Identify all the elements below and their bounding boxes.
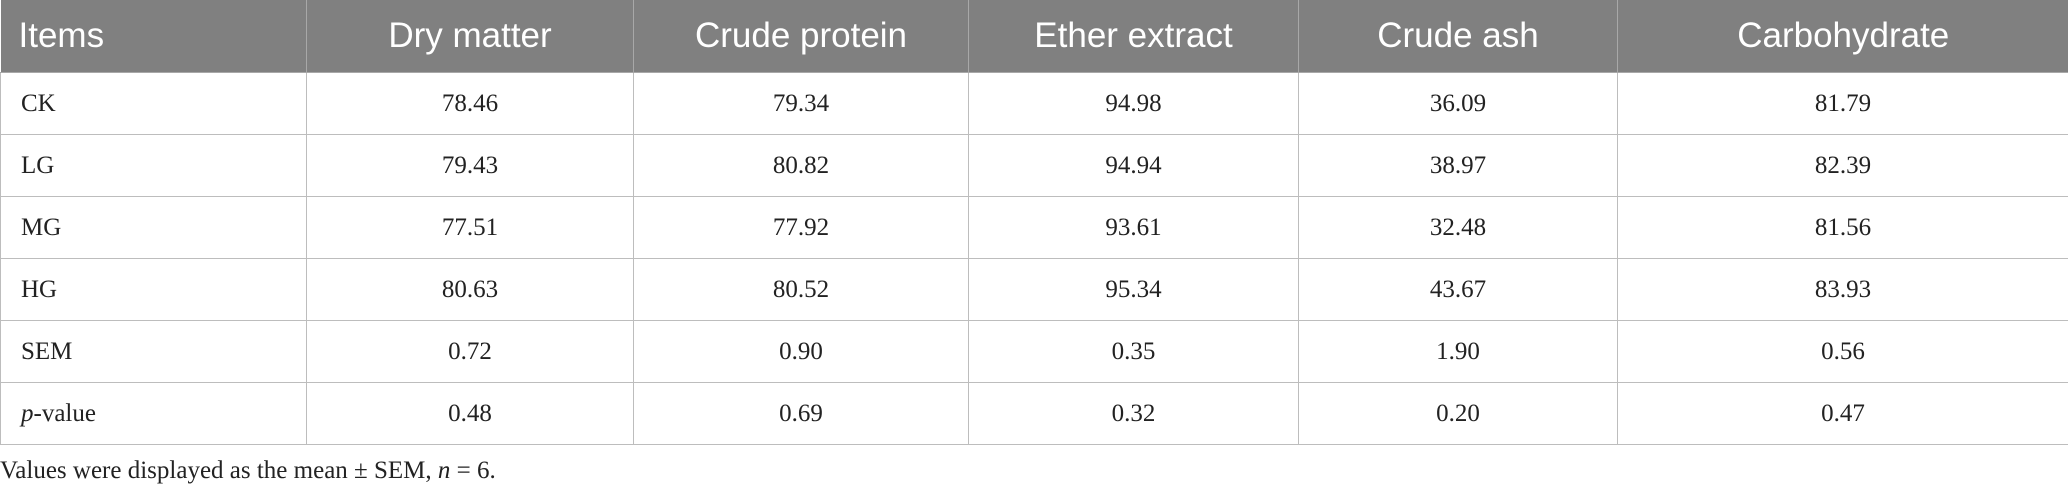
table-row: MG 77.51 77.92 93.61 32.48 81.56 — [0, 196, 2068, 259]
footnote-italic: n — [437, 457, 451, 484]
row-label: SEM — [0, 320, 307, 383]
table-cell: 79.34 — [633, 72, 969, 135]
row-label: HG — [0, 258, 307, 321]
table-cell: 77.51 — [306, 196, 634, 259]
table-cell: 0.69 — [633, 382, 969, 445]
table-cell: 0.56 — [1617, 320, 2068, 383]
footnote-text: = 6. — [450, 457, 496, 484]
table-cell: 80.63 — [306, 258, 634, 321]
table-cell: 36.09 — [1298, 72, 1618, 135]
header-cell: Carbohydrate — [1617, 0, 2068, 73]
footnote: Values were displayed as the mean ± SEM,… — [0, 457, 496, 485]
table-row: LG 79.43 80.82 94.94 38.97 82.39 — [0, 134, 2068, 197]
row-label: CK — [0, 72, 307, 135]
table-cell: 32.48 — [1298, 196, 1618, 259]
table-cell: 0.47 — [1617, 382, 2068, 445]
table-cell: 79.43 — [306, 134, 634, 197]
footnote-text: Values were displayed as the mean ± SEM, — [0, 457, 438, 484]
row-label: LG — [0, 134, 307, 197]
table-row: CK 78.46 79.34 94.98 36.09 81.79 — [0, 72, 2068, 135]
header-cell: Dry matter — [306, 0, 634, 73]
table-cell: 94.94 — [968, 134, 1299, 197]
table-cell: 81.56 — [1617, 196, 2068, 259]
table-cell: 78.46 — [306, 72, 634, 135]
row-label-text: MG — [21, 213, 62, 241]
table-cell: 38.97 — [1298, 134, 1618, 197]
row-label-text: HG — [21, 275, 58, 303]
table-row: p-value 0.48 0.69 0.32 0.20 0.47 — [0, 382, 2068, 445]
header-cell: Items — [0, 0, 307, 73]
table-cell: 82.39 — [1617, 134, 2068, 197]
table-cell: 77.92 — [633, 196, 969, 259]
table-cell: 81.79 — [1617, 72, 2068, 135]
row-label: MG — [0, 196, 307, 259]
header-cell: Ether extract — [968, 0, 1299, 73]
row-label-italic: p — [21, 399, 34, 427]
table-cell: 0.20 — [1298, 382, 1618, 445]
table-row: HG 80.63 80.52 95.34 43.67 83.93 — [0, 258, 2068, 321]
table-cell: 0.90 — [633, 320, 969, 383]
table-cell: 80.82 — [633, 134, 969, 197]
data-table: Items Dry matter Crude protein Ether extrac… — [0, 0, 2068, 445]
table-cell: 0.72 — [306, 320, 634, 383]
header-row: Items Dry matter Crude protein Ether extrac… — [0, 0, 2068, 73]
header-cell: Crude protein — [633, 0, 969, 73]
table-cell: 0.32 — [968, 382, 1299, 445]
header-cell: Crude ash — [1298, 0, 1618, 73]
table-cell: 80.52 — [633, 258, 969, 321]
table-cell: 0.48 — [306, 382, 634, 445]
table-cell: 94.98 — [968, 72, 1299, 135]
row-label-text: CK — [21, 89, 56, 117]
row-label-text: SEM — [21, 337, 73, 365]
table-row: SEM 0.72 0.90 0.35 1.90 0.56 — [0, 320, 2068, 383]
table-cell: 1.90 — [1298, 320, 1618, 383]
table-cell: 0.35 — [968, 320, 1299, 383]
table-cell: 93.61 — [968, 196, 1299, 259]
table-body: CK 78.46 79.34 94.98 36.09 81.79 LG 79.43 80.82 9… — [0, 72, 2068, 445]
row-label-text: LG — [21, 151, 55, 179]
table-cell: 83.93 — [1617, 258, 2068, 321]
row-label: p-value — [0, 382, 307, 445]
row-label-text: -value — [33, 399, 96, 427]
table-cell: 43.67 — [1298, 258, 1618, 321]
table-cell: 95.34 — [968, 258, 1299, 321]
